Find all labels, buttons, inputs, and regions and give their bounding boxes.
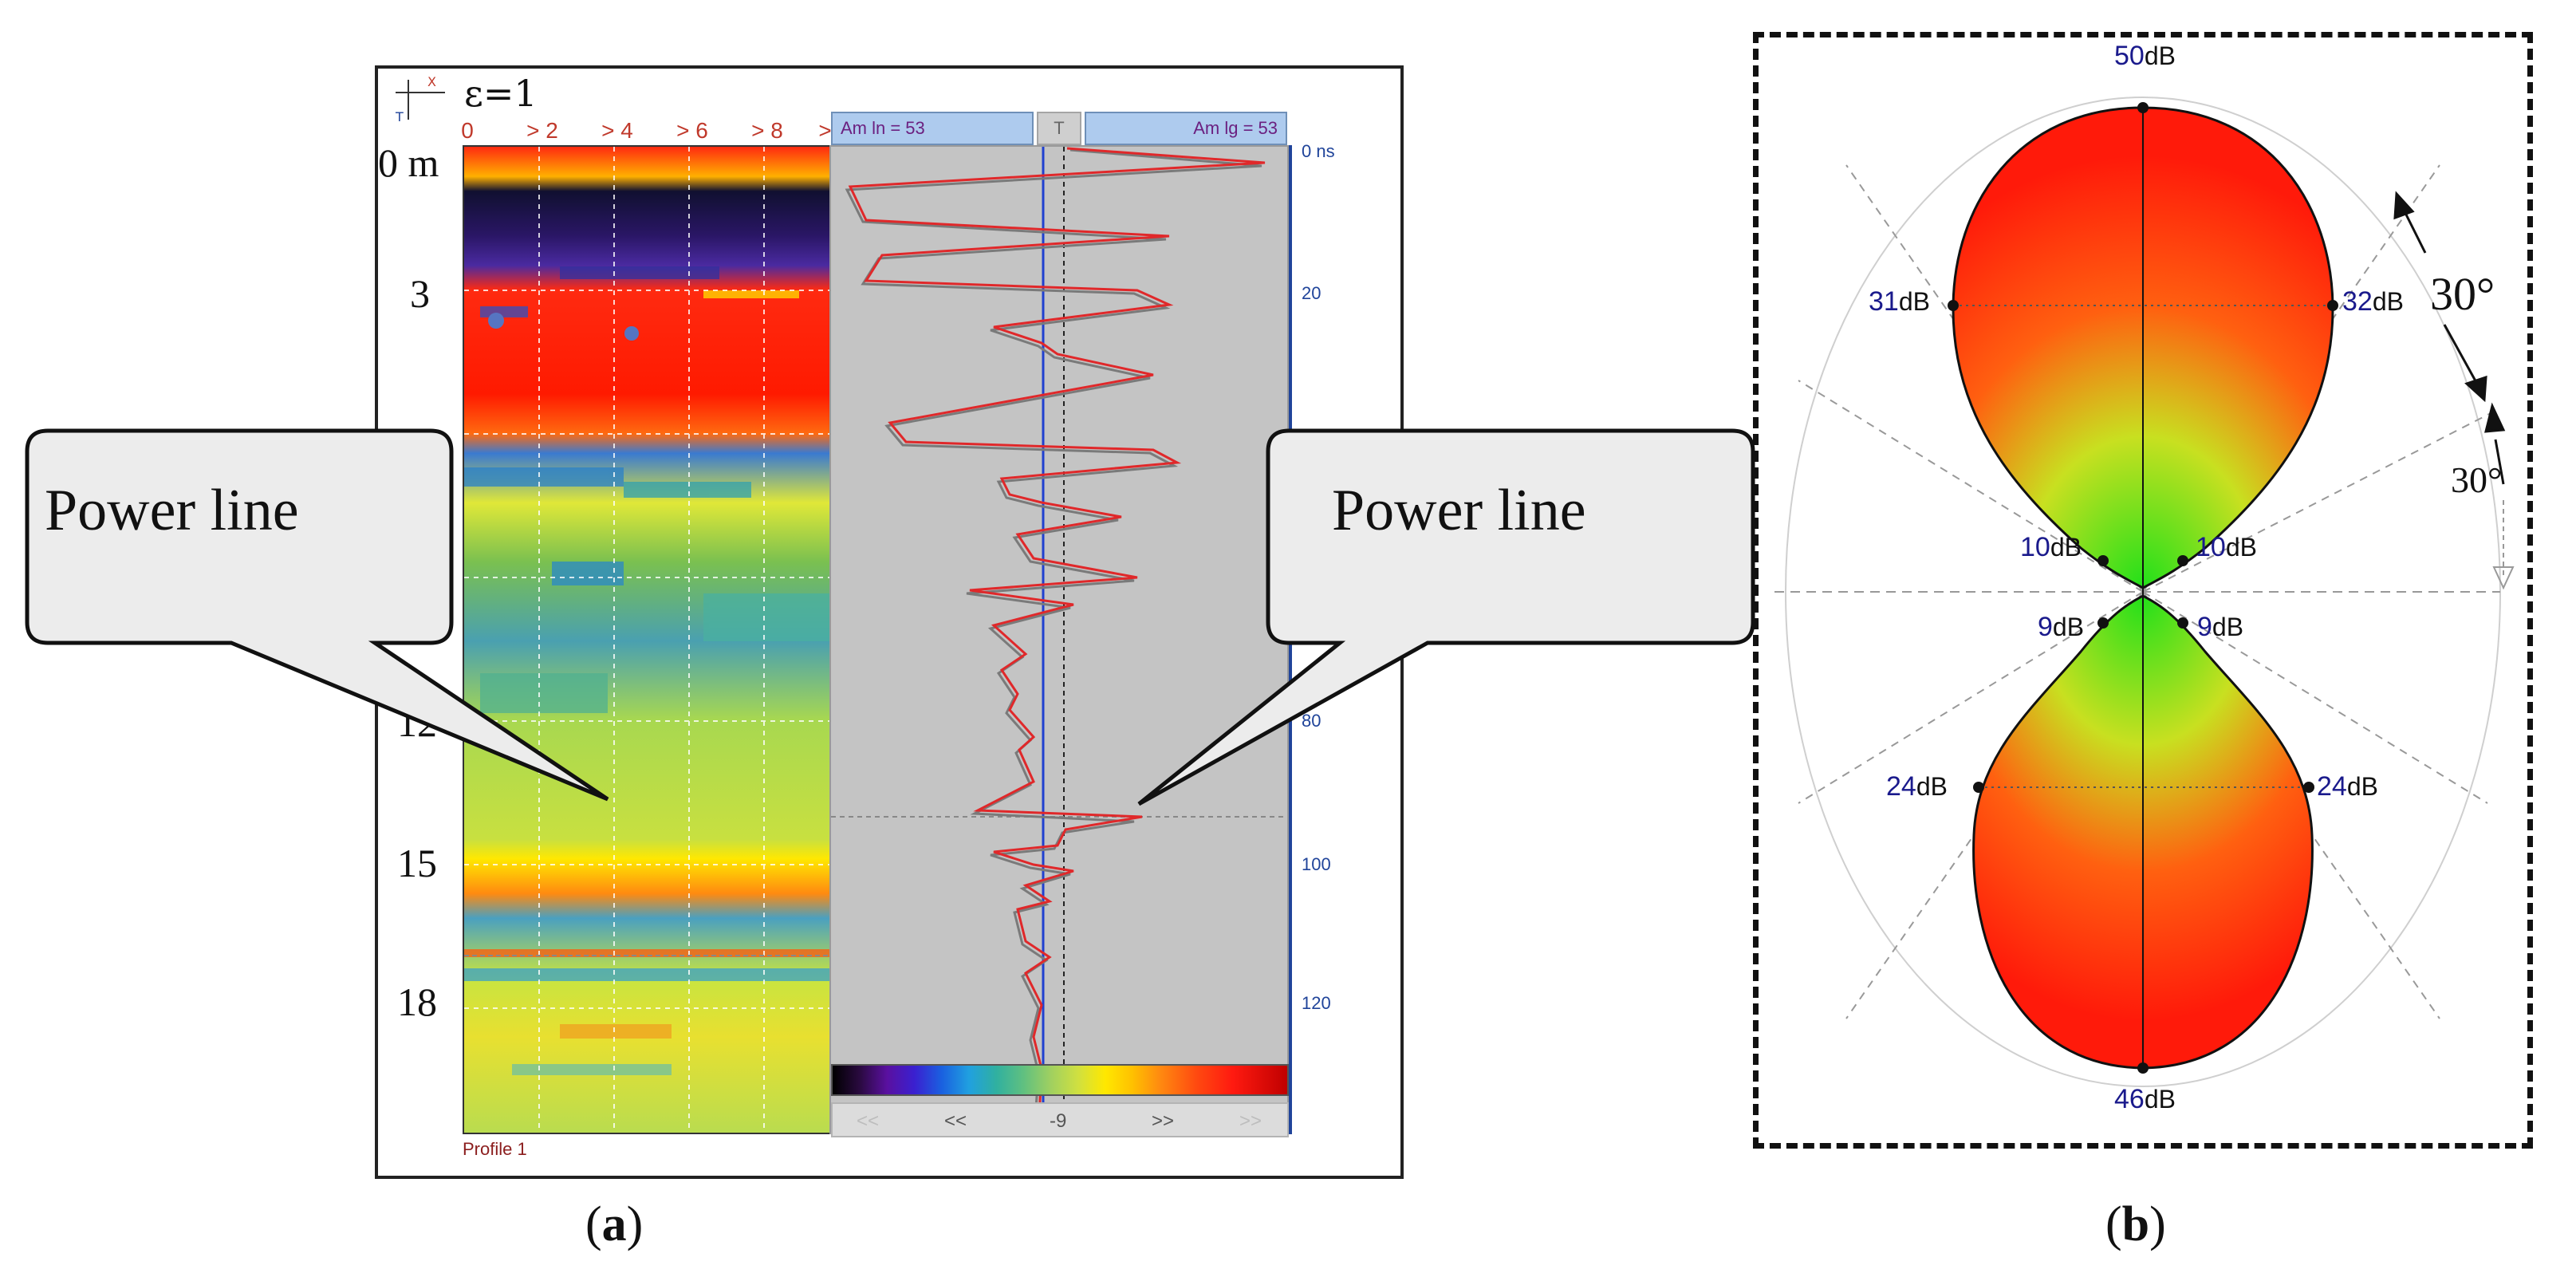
angle-label-lower: 30° [2451,459,2503,500]
db-label-lower-left: 24dB [1886,771,1948,802]
depth-label: 15 [397,841,437,885]
db-label-upper-right: 32dB [2342,286,2404,317]
db-label-top: 50dB [2114,41,2176,71]
callout-right-text: Power line [1332,478,1586,543]
last-page-button[interactable]: >> [1239,1110,1262,1132]
time-label: 20 [1302,283,1321,303]
time-label: 120 [1302,993,1331,1013]
db-label-waist-lower-left: 9dB [2038,612,2085,642]
profile-label: Profile 1 [463,1139,527,1159]
distance-tick: > 2 [526,118,558,143]
caption-b: (b) [2105,1197,2166,1251]
panel-b: 50dB 31dB 32dB 10dB 10dB 9dB 9dB 24dB 24… [1753,32,2533,1149]
depth-label: 3 [410,271,430,316]
svg-text:T: T [395,109,404,124]
callout-left-bubble [25,428,609,802]
color-scale-bar [831,1064,1289,1096]
caption-a: (a) [585,1197,644,1251]
db-label-waist-lower-right: 9dB [2197,612,2244,642]
navigation-bar: << << -9 >> >> [831,1102,1289,1137]
amplitude-linear-field[interactable]: Am ln = 53 [831,112,1034,145]
distance-tick: > 6 [676,118,708,143]
time-label: 80 [1302,711,1321,731]
db-label-bottom: 46dB [2114,1084,2176,1114]
time-label: 0 ns [1302,141,1335,161]
distance-tick: > 8 [751,118,783,143]
depth-label: 0 m [378,140,439,185]
db-label-waist-upper-left: 10dB [2020,532,2082,562]
svg-text:X: X [427,74,436,89]
db-label-waist-upper-right: 10dB [2196,532,2257,562]
prev-page-button[interactable]: << [944,1110,967,1132]
radargram-image [463,145,860,1134]
time-label: 100 [1302,854,1331,874]
amplitude-log-field[interactable]: Am lg = 53 [1085,112,1287,145]
depth-label: 18 [397,979,437,1024]
offset-value: -9 [1050,1110,1067,1132]
radiation-pattern-diagram [1774,97,2515,1087]
trace-gray-line [845,148,1262,1133]
next-page-button[interactable]: >> [1152,1110,1175,1132]
db-label-upper-left: 31dB [1869,286,1930,317]
distance-tick: > 4 [601,118,633,143]
trace-mode-button[interactable]: T [1037,112,1081,145]
trace-red-line [848,147,1266,1133]
callout-left-text: Power line [45,478,299,543]
first-page-button[interactable]: << [857,1110,880,1132]
distance-tick: 0 [461,118,474,143]
db-label-lower-right: 24dB [2317,771,2378,802]
epsilon-label: ε=1 [464,72,538,115]
axis-orientation-icon: X T [395,74,445,124]
panel-a: X T ε=1 0 > 2 > 4 > 6 > 8 > 10 0 m 3 12 … [375,65,1404,1179]
angle-label-upper: 30° [2430,268,2495,320]
callout-right-bubble [1137,428,1755,806]
trace-plot [829,145,1289,1134]
